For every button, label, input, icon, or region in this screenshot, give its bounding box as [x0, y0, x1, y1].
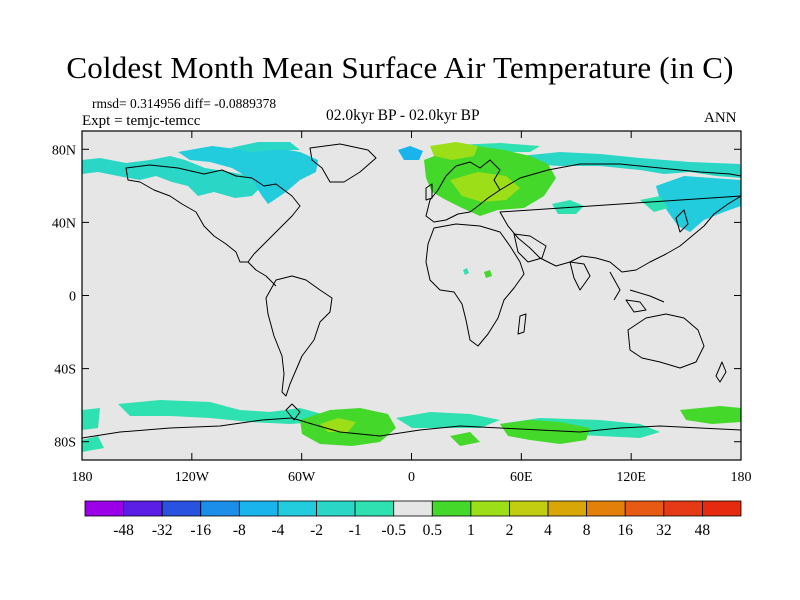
anomaly-barents-sea: [430, 142, 478, 160]
coastline-southeast-asia: [609, 271, 665, 313]
colorbar-swatch: [547, 500, 588, 517]
coastlines: [82, 143, 741, 439]
colorbar-label: 16: [617, 522, 633, 539]
rmsd-stats: rmsd= 0.314956 diff= -0.0889378: [92, 96, 277, 111]
colorbar-swatch: [702, 500, 742, 517]
x-tick-label: 180: [731, 470, 752, 485]
colorbar-swatch: [277, 500, 317, 517]
anomaly-antarctica-west: [82, 436, 104, 452]
colorbar-swatch: [393, 500, 433, 517]
coastline-india: [569, 261, 591, 291]
y-tick-label: 40N: [52, 216, 76, 231]
anomaly-alaska: [82, 156, 262, 198]
colorbar-swatch: [161, 500, 202, 517]
colorbar-swatch: [316, 500, 356, 517]
anomaly-east-asia: [656, 176, 741, 232]
coastline-africa: [425, 223, 525, 347]
y-tick-label: 40S: [54, 363, 76, 378]
colorbar-swatch: [84, 500, 124, 517]
x-tick-label: 120E: [616, 470, 646, 485]
coastline-japan: [675, 209, 689, 233]
anomaly-antarctica-mid: [450, 432, 480, 446]
coastline-south-america: [265, 275, 333, 397]
y-tick-label: 0: [69, 290, 76, 305]
anomaly-canadian-arctic-north: [230, 142, 300, 152]
colorbar-swatch: [354, 500, 395, 517]
y-tick-label: 80N: [52, 143, 76, 158]
colorbar-label: -2: [310, 522, 323, 539]
colorbar-label: -16: [190, 522, 211, 539]
colorbar-label: 0.5: [423, 522, 443, 539]
coastline-new-zealand: [715, 361, 727, 383]
colorbar-label: 8: [583, 522, 591, 539]
anomaly-atlantic-patch: [463, 268, 469, 275]
anomaly-east-asia-patch: [640, 196, 668, 212]
season-label: ANN: [704, 110, 737, 126]
colorbar-swatch: [238, 500, 279, 517]
colorbar-label: 48: [695, 522, 711, 539]
x-tick-label: 60W: [288, 470, 316, 485]
anomaly-africa-patch: [484, 270, 492, 278]
coastline-australia: [627, 313, 705, 369]
colorbar-label: -1: [349, 522, 362, 539]
coastline-europe: [425, 159, 501, 223]
anomaly-scandinavia: [450, 172, 520, 202]
anomaly-southern-ocean-atlantic: [396, 412, 500, 428]
axes: 180 120W 60W 0 60E 120E 180 80N 40N 0 40S 80S: [52, 131, 752, 485]
colorbar-swatch: [431, 500, 472, 517]
coastline-madagascar: [517, 313, 527, 335]
coastline-asia: [499, 163, 741, 273]
anomaly-southern-ocean-pacific: [82, 408, 100, 430]
anomaly-east-antarctica: [500, 420, 590, 444]
colorbar-swatch: [509, 500, 549, 517]
chart-title: Coldest Month Mean Surface Air Temperatu…: [66, 50, 734, 85]
x-tick-label: 180: [72, 470, 93, 485]
colorbar-label: -48: [113, 522, 134, 539]
colorbar-swatch: [624, 500, 665, 517]
colorbar-label: 32: [656, 522, 672, 539]
colorbar-swatch: [123, 500, 163, 517]
anomaly-greenland-sea: [398, 146, 423, 160]
colorbar-label: -4: [271, 522, 284, 539]
colorbar-swatch: [663, 500, 703, 517]
colorbar: -48 -32 -16 -8 -4 -2 -1 -0.5 0.5 1 2 4 8 16 32 48: [84, 500, 742, 539]
experiment-label: Expt = temjc-temcc: [82, 113, 201, 129]
x-tick-label: 0: [408, 470, 415, 485]
coastline-central-america: [247, 261, 277, 287]
colorbar-swatch: [200, 500, 240, 517]
x-tick-label: 120W: [175, 470, 210, 485]
colorbar-label: 4: [544, 522, 552, 539]
colorbar-label: -8: [233, 522, 246, 539]
coastline-uk: [425, 183, 433, 201]
anomaly-ross-sea: [680, 406, 741, 424]
y-tick-label: 80S: [54, 436, 76, 451]
colorbar-label: -0.5: [381, 522, 406, 539]
period-label: 02.0kyr BP - 02.0kyr BP: [326, 107, 480, 124]
coastline-antarctic-peninsula: [285, 403, 301, 421]
coastline-north-america: [125, 164, 301, 263]
colorbar-label: -32: [152, 522, 173, 539]
colorbar-label: 1: [467, 522, 475, 539]
coastline-greenland: [309, 143, 377, 183]
coastline-arabia: [513, 233, 547, 263]
colorbar-label: 2: [506, 522, 514, 539]
x-tick-label: 60E: [510, 470, 533, 485]
colorbar-swatch: [586, 500, 626, 517]
anomaly-southern-ocean-pacific-east: [118, 400, 322, 424]
coastline-antarctica: [82, 417, 741, 439]
colorbar-swatch: [470, 500, 510, 517]
